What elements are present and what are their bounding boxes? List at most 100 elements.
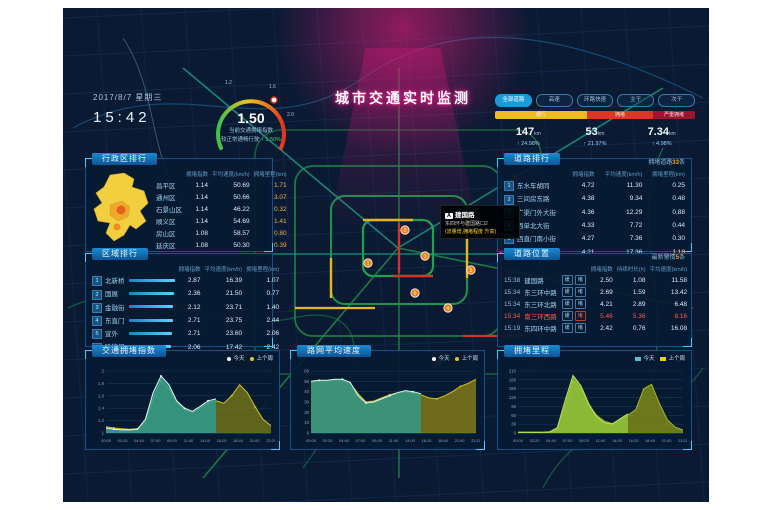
table-row[interactable]: 通州区 1.14 50.66 3.07 (154, 191, 289, 203)
table-row[interactable]: 顺义区 1.14 54.69 1.41 (154, 215, 289, 227)
table-row[interactable]: 延庆区 1.08 50.30 0.39 (154, 239, 289, 251)
severity-stat-0: 147km ↑ 24.98% (495, 122, 562, 147)
map-incident-marker[interactable]: 3 (420, 251, 430, 261)
road-name: 广渠门外大街 (517, 209, 556, 217)
map-incident-marker[interactable]: 5 (466, 265, 476, 275)
table-header-row: 拥堵指数 平均速度(km/h) 拥堵里程(km) (154, 169, 289, 179)
chart-area[interactable]: 0 30 60 90 120 150 180 210 00:00 02:20 04:40 07:00 0… (501, 365, 689, 450)
congestion-index-delta: 较正常通畅行驶 ↑ 1.50% (221, 137, 281, 143)
table-row[interactable]: 4 东直门 2.71 23.75 2.44 (90, 314, 281, 327)
alert-road-name: 建国路 (524, 278, 544, 285)
beijing-choropleth-map[interactable] (90, 171, 152, 245)
table-row[interactable]: 15:38 建国路缓堵 2.50 1.08 11.58 (502, 274, 689, 286)
stat-delta: ↑ 24.98% (516, 141, 540, 147)
svg-text:5: 5 (470, 268, 473, 274)
svg-text:02:20: 02:20 (530, 438, 541, 443)
tooltip-title: A 建国路 (445, 212, 475, 219)
panel-title: 区域排行 (92, 248, 148, 260)
road-table: 拥堵指数 平均速度(km/h) 拥堵里程(km) 1 东水车胡同 4.72 11.30 0.2… (502, 169, 687, 259)
svg-text:14:00: 14:00 (200, 438, 211, 443)
status-tag-slow: 缓 (561, 287, 573, 297)
chart-area[interactable]: 0 10 20 30 40 50 60 00:00 02:20 04:40 07:00 09:20 11… (294, 365, 481, 450)
congestion-gauge: 1.2 1.6 2.0 1.50 当前交通拥堵指数 较正常通畅行驶 ↑ 1.50… (191, 78, 311, 163)
svg-text:18:40: 18:40 (645, 438, 656, 443)
road-filter-2[interactable]: 环路快速 (576, 94, 614, 107)
svg-text:16:20: 16:20 (422, 438, 433, 443)
svg-text:60: 60 (304, 369, 309, 374)
column-header: 平均速度(km/h) (649, 267, 688, 273)
table-header-row: 拥堵指数 平均速度(km/h) 拥堵里程(km) (90, 264, 281, 274)
stat-unit: km (597, 131, 605, 137)
panel-congestion-trend-chart: 交通拥堵指数 今天 上个周 1 1.2 1.4 1.6 1.8 2 00:00 02:20 04:… (85, 345, 280, 450)
svg-text:00:00: 00:00 (513, 438, 524, 443)
column-header: 平均速度(km/h) (604, 172, 643, 178)
legend-item: 今天 (635, 354, 654, 362)
table-row[interactable]: 1 北新桥 2.87 16.39 1.07 (90, 274, 281, 287)
road-name: 东水车胡同 (517, 183, 550, 190)
table-row[interactable]: 15:34 东三环北路缓堵 4.21 2.89 6.48 (502, 298, 689, 310)
table-row[interactable]: 房山区 1.08 58.57 0.80 (154, 227, 289, 239)
map-incident-marker[interactable]: 4 (443, 303, 453, 313)
legend-item: 今天 (432, 354, 449, 362)
time-label: 15:42 (93, 109, 151, 126)
congestion-bar (128, 292, 174, 296)
column-header: 拥堵指数 (186, 172, 209, 178)
area-body: 拥堵指数 平均速度(km/h) 拥堵里程(km) 1 北新桥 2.87 16.39 1.07 2… (90, 264, 279, 353)
table-row[interactable]: 3 金融街 2.12 23.71 1.40 (90, 301, 281, 314)
svg-text:21:00: 21:00 (662, 438, 673, 443)
table-row[interactable]: 1 东水车胡同 4.72 11.30 0.25 (502, 179, 687, 192)
rank-badge: 1 (92, 276, 102, 287)
map-incident-marker[interactable]: 2 (400, 225, 410, 235)
svg-text:0: 0 (514, 431, 517, 436)
table-row[interactable]: 2 三间房东路 4.38 9.34 0.48 (502, 192, 687, 205)
table-row[interactable]: 4西单北大街4.337.720.44 (502, 219, 687, 232)
svg-text:11:40: 11:40 (389, 438, 399, 443)
table-row[interactable]: 15:19 东四环中路缓堵 2.42 0.76 16.08 (502, 322, 689, 334)
road-name: 西单北大街 (517, 222, 550, 230)
table-row[interactable]: 5 西直门南小街 4.27 7.36 0.30 (502, 232, 687, 245)
svg-text:3: 3 (424, 254, 427, 260)
stat-value: 53 (585, 126, 598, 138)
column-header: 平均速度(km/h) (204, 267, 243, 273)
svg-text:16:20: 16:20 (629, 438, 640, 443)
alert-road-name: 南三环西路 (524, 314, 557, 321)
road-filter-3[interactable]: 主干 (617, 94, 655, 107)
road-filter-0[interactable]: 全部道路 (495, 94, 532, 107)
panel-avg-speed-chart: 路网平均速度 今天 上个周 0 10 20 30 40 50 60 00:00 02:20 04:4… (290, 345, 485, 450)
legend-item: 上个周 (660, 354, 685, 362)
svg-text:09:20: 09:20 (372, 438, 383, 443)
alert-road-name: 东三环中路 (524, 290, 557, 297)
area-name: 宣外 (105, 331, 118, 339)
chart-area[interactable]: 1 1.2 1.4 1.6 1.8 2 00:00 02:20 04:40 07:00 09:20 1… (89, 365, 277, 450)
table-row[interactable]: 石景山区 1.14 46.22 0.32 (154, 203, 289, 215)
svg-text:18:40: 18:40 (233, 438, 244, 443)
table-row[interactable]: 2 国展 2.36 21.50 0.77 (90, 287, 281, 300)
road-filter-1[interactable]: 高速 (535, 94, 573, 107)
table-row[interactable]: 昌平区 1.14 50.69 1.71 (154, 179, 289, 191)
svg-text:02:20: 02:20 (323, 438, 334, 443)
table-row[interactable]: 5 宣外 2.71 23.60 2.06 (90, 327, 281, 340)
svg-text:120: 120 (509, 395, 517, 400)
alert-road-name: 东四环中路 (524, 326, 557, 333)
column-header: 拥堵指数 (590, 267, 613, 273)
congestion-index-label: 当前交通拥堵指数 (228, 128, 273, 134)
map-incident-marker[interactable]: 6 (410, 288, 420, 298)
status-tag-slow: 缓 (561, 275, 573, 285)
road-filter-4[interactable]: 次干 (658, 94, 695, 107)
status-tag-slow: 缓 (561, 323, 573, 333)
svg-text:180: 180 (509, 377, 517, 382)
status-tag-slow: 缓 (561, 311, 573, 321)
panel-road-ranking: 道路排行 拥堵道路33条 拥堵指数 平均速度(km/h) 拥堵里程(km) 1 东水车胡… (497, 153, 692, 258)
svg-text:11:40: 11:40 (184, 438, 194, 443)
table-row[interactable]: 15:34 东三环中路缓堵 2.69 1.59 13.42 (502, 286, 689, 298)
map-incident-marker[interactable]: 1 (363, 258, 373, 268)
svg-text:60: 60 (511, 413, 516, 418)
table-row[interactable]: 15:34 南三环西路缓堵 5.46 5.36 8.16 (502, 310, 689, 322)
congested-road-count: 拥堵道路33条 (648, 160, 685, 166)
svg-text:50: 50 (304, 379, 309, 384)
svg-text:6: 6 (414, 291, 417, 297)
svg-text:04:40: 04:40 (339, 438, 350, 443)
svg-text:23:20: 23:20 (471, 438, 480, 443)
